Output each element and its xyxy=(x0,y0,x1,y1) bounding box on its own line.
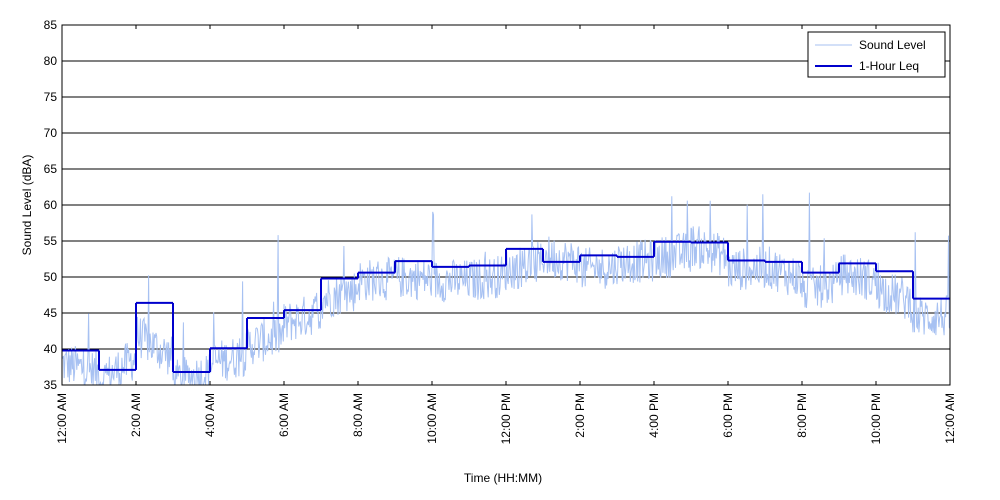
x-tick-label: 6:00 AM xyxy=(277,393,291,437)
x-tick-label: 10:00 PM xyxy=(869,393,883,444)
y-tick-label: 85 xyxy=(44,18,58,32)
y-tick-label: 75 xyxy=(44,90,58,104)
x-tick-label: 12:00 AM xyxy=(55,393,69,444)
y-tick-label: 55 xyxy=(44,234,58,248)
x-tick-label: 4:00 PM xyxy=(647,393,661,438)
y-tick-label: 35 xyxy=(44,378,58,392)
x-axis: 12:00 AM 2:00 AM 4:00 AM 6:00 AM 8:00 AM 10:0… xyxy=(55,25,957,444)
legend-label-leq: 1-Hour Leq xyxy=(859,59,919,73)
x-tick-label: 4:00 AM xyxy=(203,393,217,437)
y-axis: 35 40 45 50 55 60 65 70 75 80 85 xyxy=(44,18,66,392)
x-axis-title: Time (HH:MM) xyxy=(464,471,542,485)
leq-series xyxy=(62,240,950,374)
y-tick-label: 80 xyxy=(44,54,58,68)
y-tick-label: 70 xyxy=(44,126,58,140)
x-tick-label: 12:00 AM xyxy=(943,393,957,444)
x-tick-label: 8:00 AM xyxy=(351,393,365,437)
legend-box xyxy=(807,31,946,78)
y-tick-label: 65 xyxy=(44,162,58,176)
x-tick-label: 12:00 PM xyxy=(499,393,513,444)
legend: Sound Level 1-Hour Leq xyxy=(807,31,946,78)
x-tick-label: 2:00 PM xyxy=(573,393,587,438)
x-tick-label: 6:00 PM xyxy=(721,393,735,438)
x-tick-label: 2:00 AM xyxy=(129,393,143,437)
y-tick-label: 40 xyxy=(44,342,58,356)
legend-label-sound-level: Sound Level xyxy=(859,38,926,52)
y-axis-title: Sound Level (dBA) xyxy=(20,155,34,256)
y-tick-label: 50 xyxy=(44,270,58,284)
x-tick-label: 8:00 PM xyxy=(795,393,809,438)
y-tick-label: 45 xyxy=(44,306,58,320)
y-tick-label: 60 xyxy=(44,198,58,212)
x-tick-label: 10:00 AM xyxy=(425,393,439,444)
